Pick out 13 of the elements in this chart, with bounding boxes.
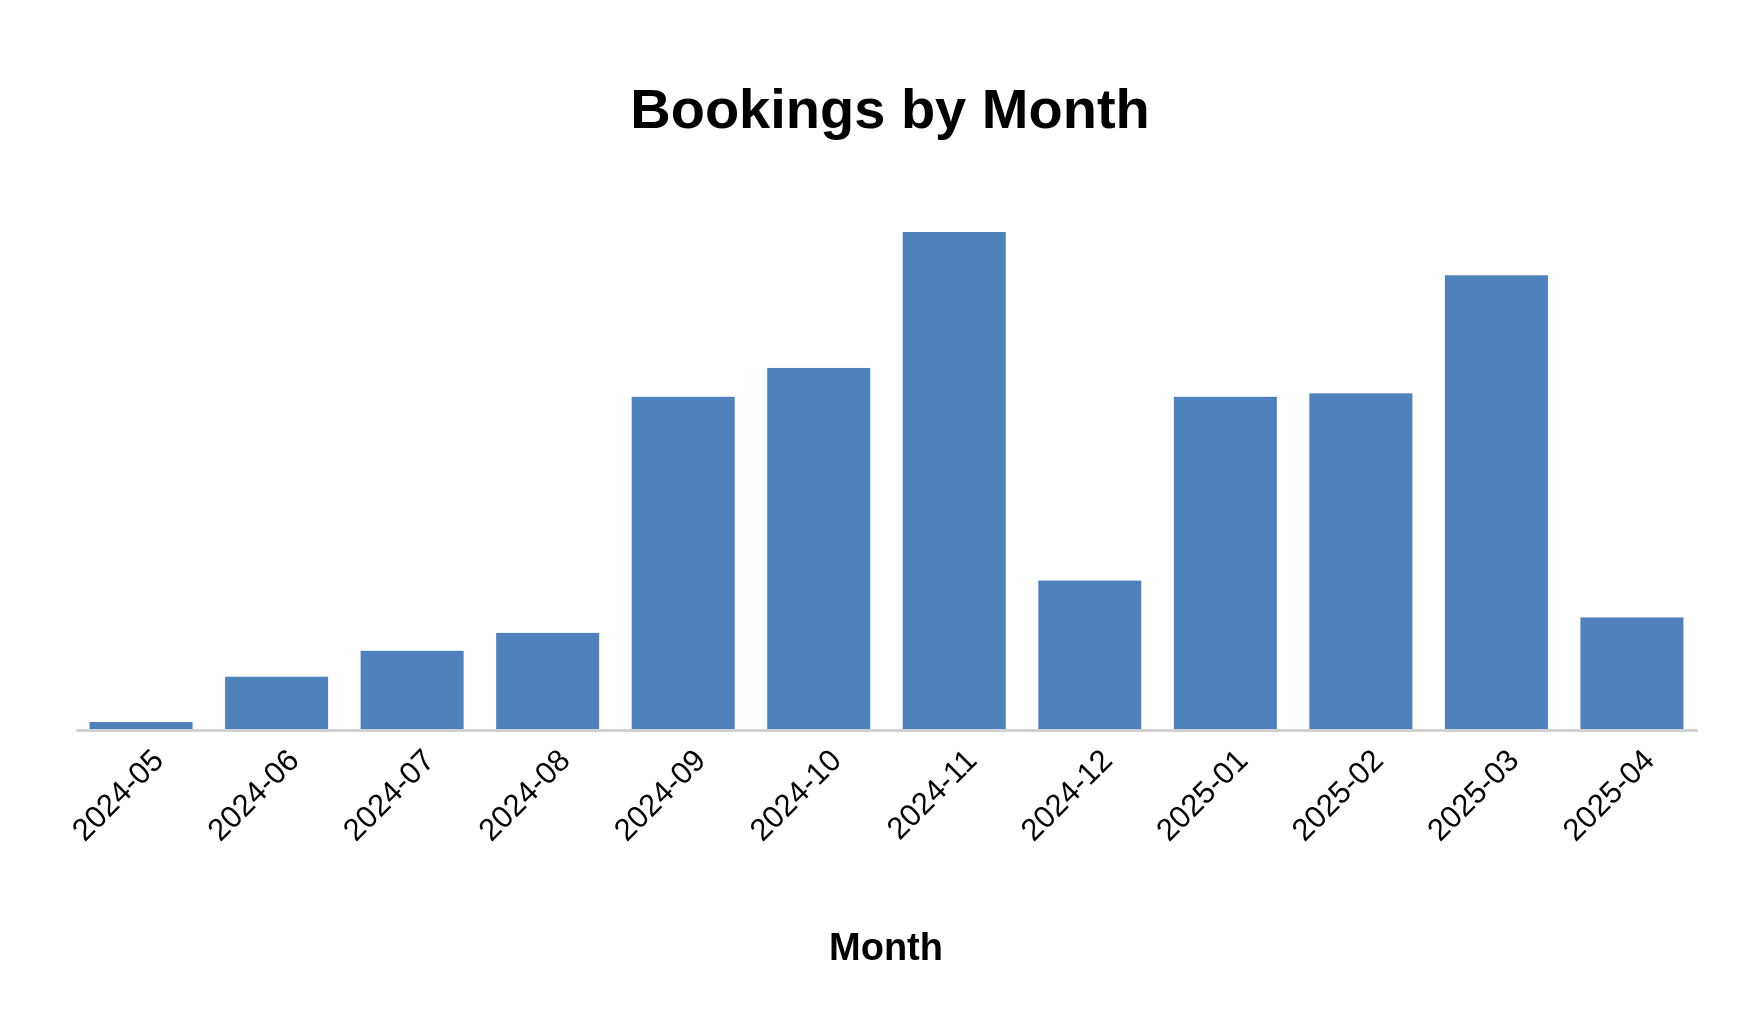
bar — [1580, 617, 1684, 730]
bar — [225, 676, 329, 730]
bar — [631, 396, 735, 730]
bar — [1309, 393, 1413, 730]
bar — [767, 367, 871, 730]
bar — [1444, 275, 1548, 730]
chart-title: Bookings by Month — [630, 77, 1150, 140]
bar — [1173, 396, 1277, 730]
x-axis-title: Month — [829, 926, 943, 968]
bar — [360, 650, 464, 730]
bar — [1038, 580, 1142, 730]
bar — [496, 632, 600, 730]
bar — [902, 232, 1006, 730]
